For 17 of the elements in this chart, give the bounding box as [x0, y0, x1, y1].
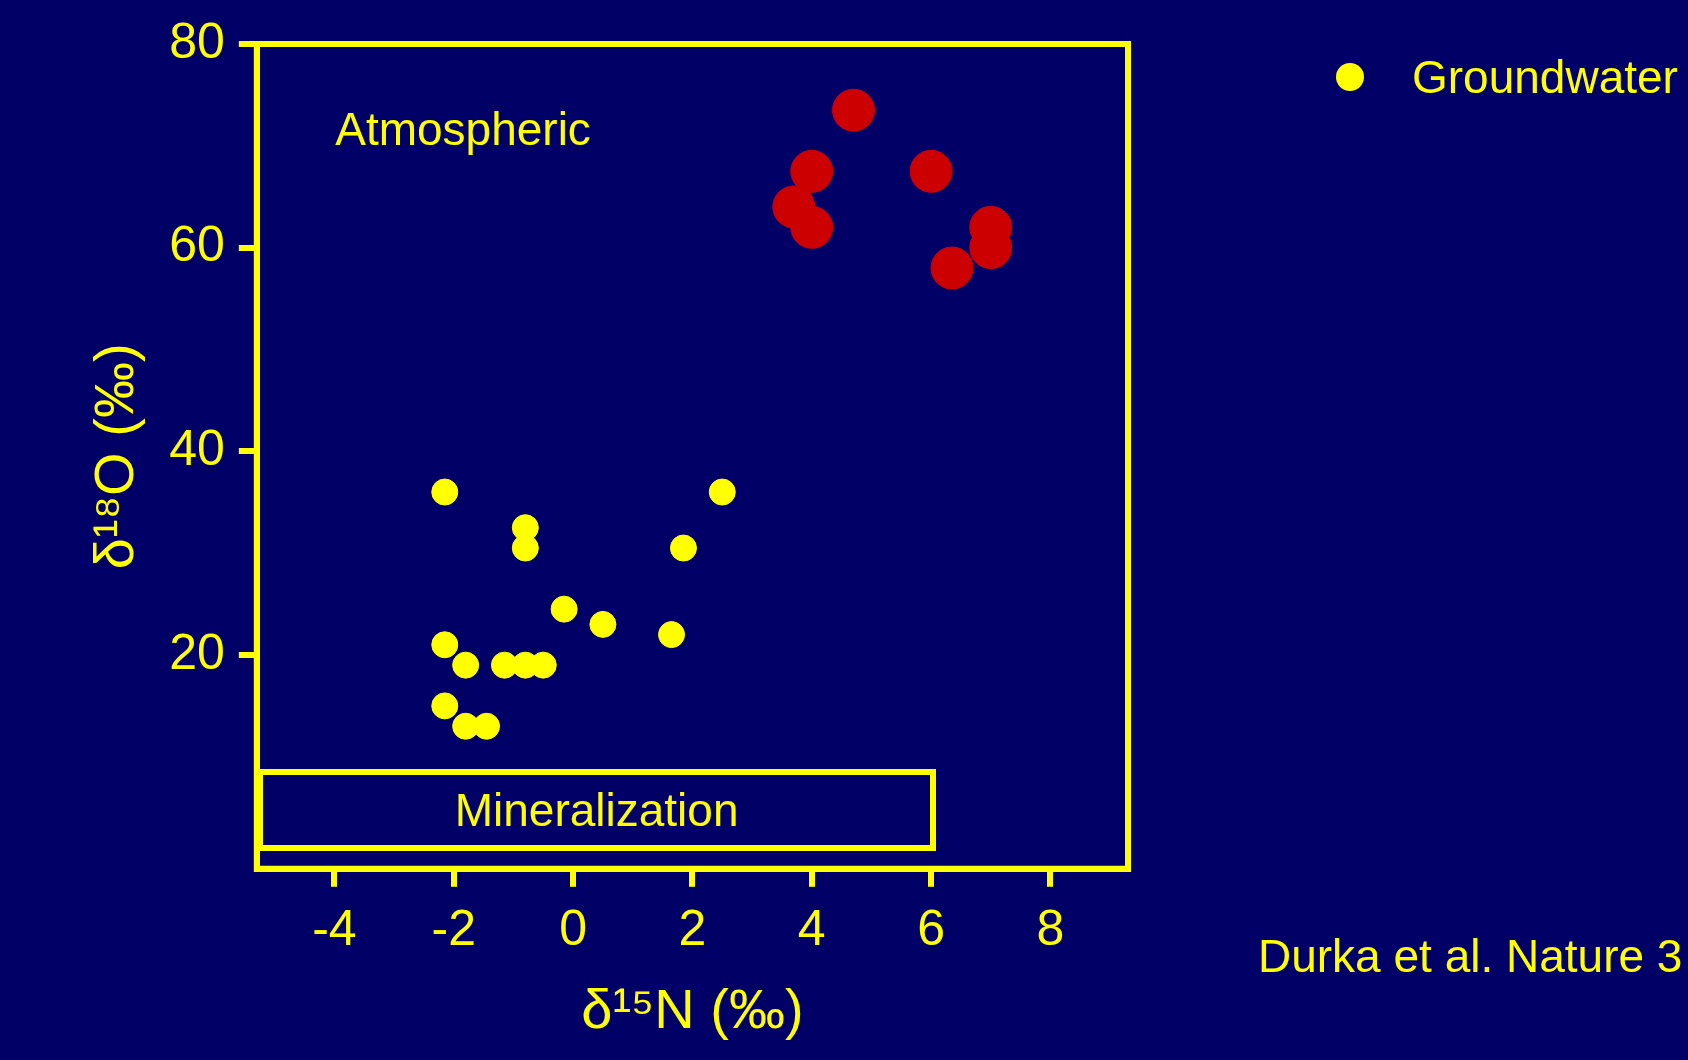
- x-tick-label: 8: [1036, 899, 1065, 956]
- x-axis-title: δ¹⁵N (‰): [581, 976, 804, 1040]
- y-tick-label: 80: [169, 12, 225, 69]
- y-tick-label: 40: [169, 420, 225, 477]
- y-axis-title: δ¹⁸O (‰): [82, 343, 146, 570]
- x-tick-label: 0: [559, 899, 587, 956]
- y-tick-label: 20: [169, 623, 225, 680]
- legend-label: Groundwater: [1412, 50, 1678, 104]
- x-tick-label: 4: [797, 899, 826, 956]
- y-tick-label: 60: [169, 216, 225, 273]
- x-tick-label: -2: [431, 899, 476, 956]
- x-tick-label: 6: [917, 899, 945, 956]
- annotation: Mineralization: [256, 768, 937, 851]
- text: Durka et al. Nature 3: [1258, 928, 1683, 983]
- x-tick-label: -4: [312, 899, 357, 956]
- annotation: Atmospheric: [335, 101, 591, 156]
- x-tick-label: 2: [678, 899, 707, 956]
